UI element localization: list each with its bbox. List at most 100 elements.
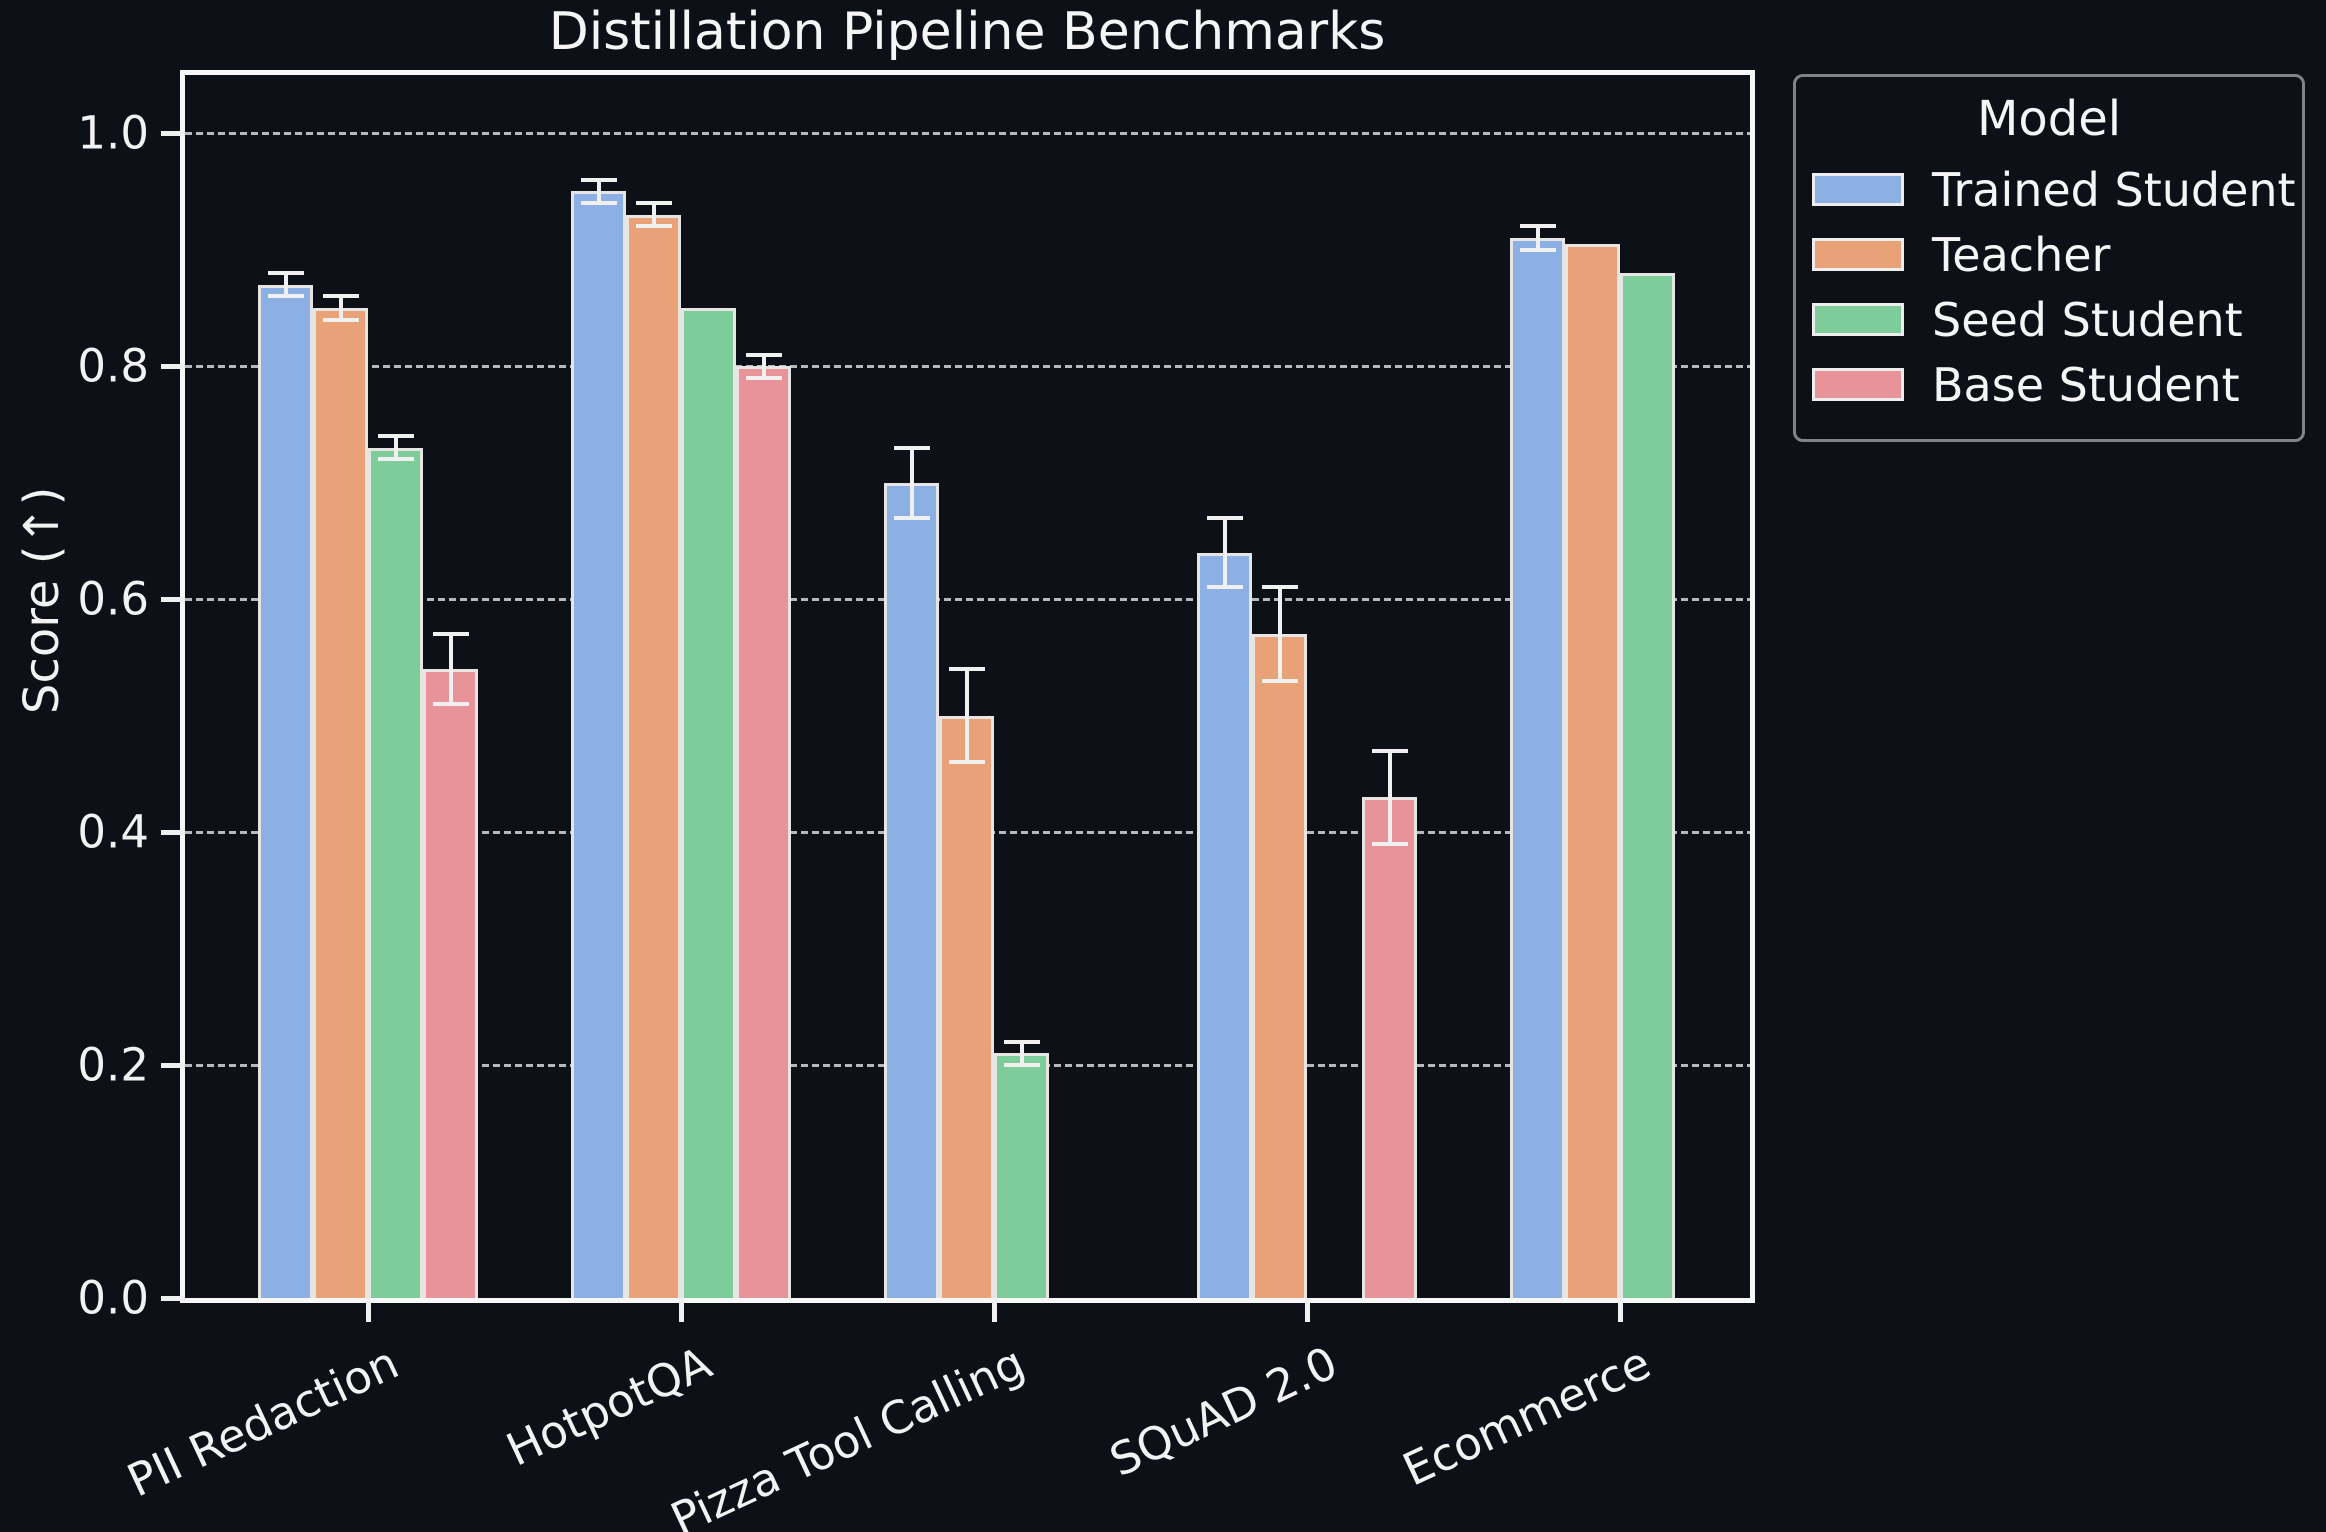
bar-squad-2-0-trained-student bbox=[1197, 552, 1252, 1298]
errorbar-pii-redaction-teacher-cap-top bbox=[322, 294, 359, 299]
y-tick-mark-0.8 bbox=[161, 363, 185, 369]
bar-hotpotqa-seed-student bbox=[681, 307, 736, 1298]
errorbar-pizza-tool-calling-trained-student-cap-bottom bbox=[893, 515, 930, 520]
bar-pii-redaction-base-student bbox=[423, 669, 478, 1298]
errorbar-pii-redaction-seed-student-cap-bottom bbox=[377, 457, 414, 462]
errorbar-squad-2-0-trained-student-line bbox=[1222, 517, 1227, 588]
errorbar-pizza-tool-calling-teacher-cap-top bbox=[948, 667, 985, 672]
errorbar-ecommerce-trained-student-cap-bottom bbox=[1519, 247, 1556, 252]
errorbar-pii-redaction-trained-student-cap-bottom bbox=[267, 294, 304, 299]
bar-hotpotqa-base-student bbox=[736, 366, 791, 1298]
errorbar-pizza-tool-calling-seed-student-cap-top bbox=[1003, 1039, 1040, 1044]
x-tick-label-pii-redaction: PII Redaction bbox=[119, 1336, 407, 1508]
bar-ecommerce-trained-student bbox=[1510, 238, 1565, 1298]
y-tick-label-0.8: 0.8 bbox=[77, 339, 149, 393]
bar-pii-redaction-seed-student bbox=[368, 447, 423, 1298]
x-tick-mark-pizza-tool-calling bbox=[991, 1298, 997, 1322]
legend-entry-trained-student: Trained Student bbox=[1812, 161, 2296, 218]
errorbar-pii-redaction-base-student-cap-top bbox=[432, 632, 469, 637]
y-tick-label-0.6: 0.6 bbox=[77, 572, 149, 626]
legend-label-teacher: Teacher bbox=[1932, 227, 2111, 282]
bar-pizza-tool-calling-seed-student bbox=[994, 1053, 1049, 1298]
bar-ecommerce-seed-student bbox=[1620, 273, 1675, 1298]
bar-hotpotqa-trained-student bbox=[571, 191, 626, 1298]
bar-hotpotqa-teacher bbox=[626, 214, 681, 1298]
errorbar-ecommerce-trained-student-cap-top bbox=[1519, 224, 1556, 229]
legend-swatch-seed-student bbox=[1812, 303, 1904, 336]
bar-ecommerce-teacher bbox=[1565, 243, 1620, 1298]
gridline-0.8 bbox=[185, 364, 1750, 368]
errorbar-pizza-tool-calling-trained-student-cap-top bbox=[893, 445, 930, 450]
y-tick-mark-0.2 bbox=[161, 1062, 185, 1068]
y-tick-mark-1.0 bbox=[161, 130, 185, 136]
bar-squad-2-0-teacher bbox=[1252, 634, 1307, 1298]
errorbar-pizza-tool-calling-seed-student-line bbox=[1019, 1041, 1024, 1066]
errorbar-squad-2-0-trained-student-cap-bottom bbox=[1206, 585, 1243, 590]
legend-entry-base-student: Base Student bbox=[1812, 356, 2286, 413]
x-tick-mark-hotpotqa bbox=[678, 1298, 684, 1322]
x-tick-label-ecommerce: Ecommerce bbox=[1394, 1336, 1659, 1497]
bar-pii-redaction-trained-student bbox=[258, 284, 313, 1298]
errorbar-pizza-tool-calling-teacher-line bbox=[964, 669, 969, 763]
legend-entry-seed-student: Seed Student bbox=[1812, 291, 2286, 348]
errorbar-hotpotqa-teacher-cap-top bbox=[635, 201, 672, 206]
errorbar-squad-2-0-base-student-cap-top bbox=[1371, 748, 1408, 753]
errorbar-pii-redaction-base-student-cap-bottom bbox=[432, 701, 469, 706]
bar-pizza-tool-calling-teacher bbox=[939, 715, 994, 1298]
y-tick-label-1.0: 1.0 bbox=[77, 106, 149, 160]
gridline-1.0 bbox=[185, 131, 1750, 135]
errorbar-pii-redaction-trained-student-cap-top bbox=[267, 271, 304, 275]
errorbar-hotpotqa-base-student-cap-bottom bbox=[745, 375, 782, 380]
x-tick-label-pizza-tool-calling: Pizza Tool Calling bbox=[662, 1336, 1033, 1532]
y-tick-label-0.0: 0.0 bbox=[77, 1271, 149, 1325]
x-tick-mark-ecommerce bbox=[1617, 1298, 1623, 1322]
errorbar-hotpotqa-trained-student-cap-bottom bbox=[580, 201, 617, 206]
errorbar-squad-2-0-base-student-line bbox=[1387, 750, 1392, 844]
errorbar-hotpotqa-trained-student-line bbox=[596, 179, 601, 204]
legend-label-trained-student: Trained Student bbox=[1932, 162, 2296, 217]
bar-pizza-tool-calling-trained-student bbox=[884, 482, 939, 1298]
legend-title: Model bbox=[1976, 91, 2122, 147]
bar-pii-redaction-teacher bbox=[313, 307, 368, 1298]
chart-title: Distillation Pipeline Benchmarks bbox=[548, 2, 1386, 62]
errorbar-ecommerce-trained-student-line bbox=[1535, 226, 1540, 250]
errorbar-pizza-tool-calling-seed-student-cap-bottom bbox=[1003, 1063, 1040, 1068]
errorbar-squad-2-0-base-student-cap-bottom bbox=[1371, 841, 1408, 846]
x-tick-mark-squad-2-0 bbox=[1304, 1298, 1310, 1322]
x-tick-label-hotpotqa: HotpotQA bbox=[498, 1336, 720, 1477]
legend-swatch-teacher bbox=[1812, 238, 1904, 271]
x-tick-mark-pii-redaction bbox=[365, 1298, 371, 1322]
errorbar-squad-2-0-teacher-cap-bottom bbox=[1261, 678, 1298, 683]
errorbar-pizza-tool-calling-teacher-cap-bottom bbox=[948, 760, 985, 765]
legend-entry-teacher: Teacher bbox=[1812, 226, 2286, 283]
x-tick-label-squad-2-0: SQuAD 2.0 bbox=[1102, 1336, 1346, 1488]
gridline-0.6 bbox=[185, 597, 1750, 601]
legend: Model Trained Student Teacher Seed Student… bbox=[1793, 74, 2305, 442]
y-tick-label-0.4: 0.4 bbox=[77, 805, 149, 859]
errorbar-hotpotqa-base-student-line bbox=[761, 354, 766, 378]
legend-label-base-student: Base Student bbox=[1932, 357, 2240, 412]
y-tick-mark-0.0 bbox=[161, 1295, 185, 1301]
errorbar-hotpotqa-trained-student-cap-top bbox=[580, 177, 617, 182]
errorbar-pii-redaction-seed-student-cap-top bbox=[377, 434, 414, 439]
plot-area bbox=[180, 70, 1755, 1303]
legend-swatch-trained-student bbox=[1812, 173, 1904, 206]
errorbar-squad-2-0-trained-student-cap-top bbox=[1206, 515, 1243, 520]
errorbar-pii-redaction-base-student-line bbox=[448, 634, 453, 704]
errorbar-pii-redaction-teacher-line bbox=[338, 296, 343, 320]
y-tick-label-0.2: 0.2 bbox=[77, 1038, 149, 1092]
y-tick-mark-0.6 bbox=[161, 596, 185, 602]
bar-squad-2-0-base-student bbox=[1362, 797, 1417, 1298]
errorbar-hotpotqa-teacher-line bbox=[651, 203, 656, 227]
errorbar-pii-redaction-teacher-cap-bottom bbox=[322, 317, 359, 322]
legend-entries: Trained Student Teacher Seed Student Base S… bbox=[1812, 161, 2296, 413]
errorbar-hotpotqa-teacher-cap-bottom bbox=[635, 224, 672, 229]
errorbar-squad-2-0-teacher-cap-top bbox=[1261, 585, 1298, 590]
errorbar-pii-redaction-seed-student-line bbox=[393, 436, 398, 460]
errorbar-pii-redaction-trained-student-line bbox=[283, 273, 288, 297]
y-tick-mark-0.4 bbox=[161, 829, 185, 835]
errorbar-pizza-tool-calling-trained-student-line bbox=[909, 447, 914, 518]
errorbar-hotpotqa-base-student-cap-top bbox=[745, 352, 782, 357]
errorbar-squad-2-0-teacher-line bbox=[1277, 587, 1282, 681]
